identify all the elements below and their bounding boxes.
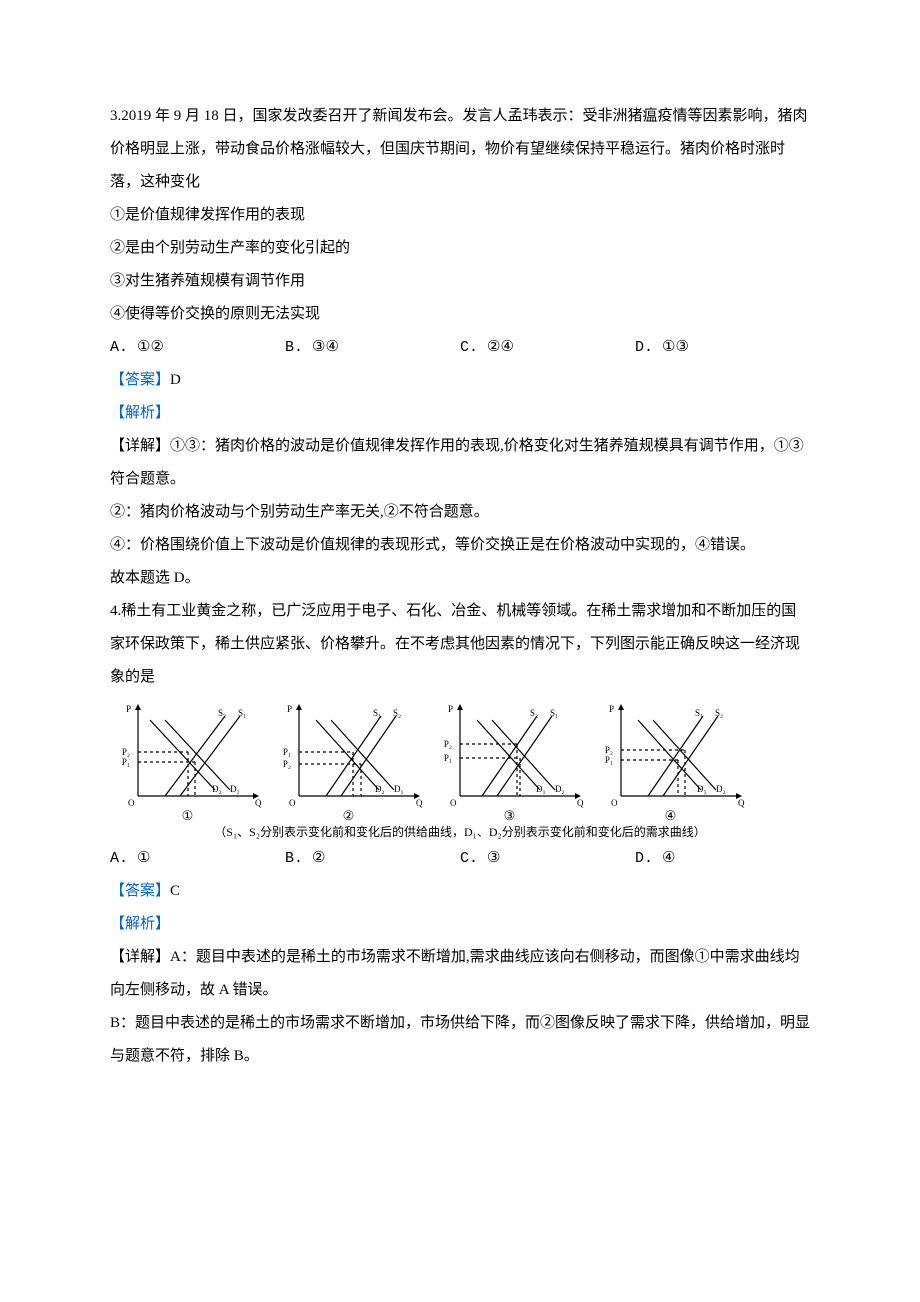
q4-chart-note: （S₁、S₂分别表示变化前和变化后的供给曲线，D₁、D₂分别表示变化前和变化后的… [110,824,810,841]
svg-text:Q: Q [255,798,262,808]
svg-text:P: P [126,704,131,714]
svg-text:S₁: S₁ [373,708,381,718]
q3-opt-c[interactable]: C. ②④ [460,331,635,364]
q3-detail-4: 故本题选 D。 [110,562,810,595]
q3-statement-2: ②是由个别劳动生产率的变化引起的 [110,232,810,265]
q3-opt-b[interactable]: B. ③④ [285,331,460,364]
q4-opt-b[interactable]: B. ② [285,842,460,875]
answer-label: 【答案】 [110,883,170,899]
q4-charts-row: PQOP₁P₂S₂S₁D₂D₁①PQOP₁P₂S₁S₂D₂D₁②PQOP₂P₁S… [110,698,810,824]
q4-opt-d[interactable]: D. ④ [635,842,810,875]
svg-text:P₂: P₂ [605,745,613,755]
svg-text:Q: Q [738,798,745,808]
svg-text:P₁: P₁ [444,753,452,763]
q4-detail-1: 【详解】A：题目中表述的是稀土的市场需求不断增加,需求曲线应该向右侧移动，而图像… [110,941,810,1007]
chart-id: ② [343,808,355,824]
svg-text:Q: Q [577,798,584,808]
q3-opt-a[interactable]: A. ①② [110,331,285,364]
q4-opt-c[interactable]: C. ③ [460,842,635,875]
svg-text:P₁: P₁ [283,747,291,757]
q4-chart-2: P Q O P₁ P₂ S₁ S₂ D₂ D₁ ② [271,698,426,824]
svg-text:D₂: D₂ [375,784,385,794]
q4-opt-a[interactable]: A. ① [110,842,285,875]
q3-statement-1: ①是价值规律发挥作用的表现 [110,199,810,232]
svg-text:D₂: D₂ [555,784,565,794]
svg-text:P: P [287,704,292,714]
answer-label: 【答案】 [110,372,170,388]
q3-analysis-label: 【解析】 [110,397,810,430]
svg-text:P₁: P₁ [605,755,613,765]
q4-chart-4: P Q O P₂P₁ S₁ S₂ D₁ D₂ ④ [593,698,748,824]
q4-chart-1: P Q O P₁P₂ S₂ S₁ D₂ D₁ ① [110,698,265,824]
svg-text:S₂: S₂ [393,708,401,718]
q3-stem: 3.2019 年 9 月 18 日，国家发改委召开了新闻发布会。发言人孟玮表示：… [110,100,810,199]
q4-answer: 【答案】C [110,875,810,908]
svg-text:P₂: P₂ [444,739,452,749]
svg-text:S₂: S₂ [218,708,226,718]
svg-text:D₁: D₁ [536,784,546,794]
q4-stem: 4.稀土有工业黄金之称，已广泛应用于电子、石化、冶金、机械等领域。在稀土需求增加… [110,595,810,694]
svg-text:Q: Q [416,798,423,808]
svg-text:O: O [289,798,296,808]
svg-text:D₁: D₁ [697,784,707,794]
svg-text:S₁: S₁ [695,708,703,718]
q3-detail-2: ②：猪肉价格波动与个别劳动生产率无关,②不符合题意。 [110,496,810,529]
svg-text:P: P [609,704,614,714]
svg-text:S₁: S₁ [550,708,558,718]
q3-statement-4: ④使得等价交换的原则无法实现 [110,298,810,331]
svg-text:D₁: D₁ [394,784,404,794]
q3-detail-3: ④：价格围绕价值上下波动是价值规律的表现形式，等价交换正是在价格波动中实现的，④… [110,529,810,562]
svg-text:O: O [450,798,457,808]
svg-text:P₂: P₂ [122,747,130,757]
chart-id: ① [182,808,194,824]
q4-chart-3: P Q O P₂ P₁ S₂ S₁ D₁ D₂ ③ [432,698,587,824]
svg-text:D₂: D₂ [212,784,222,794]
answer-value: C [170,883,180,899]
svg-text:P₂: P₂ [283,759,291,769]
svg-text:S₂: S₂ [530,708,538,718]
q4-analysis-label: 【解析】 [110,908,810,941]
svg-text:O: O [611,798,618,808]
chart-id: ④ [665,808,677,824]
answer-value: D [170,372,181,388]
chart-id: ③ [504,808,516,824]
q3-statement-3: ③对生猪养殖规模有调节作用 [110,265,810,298]
svg-text:P₁: P₁ [122,757,130,767]
q4-detail-2: B：题目中表述的是稀土的市场需求不断增加，市场供给下降，而②图像反映了需求下降，… [110,1007,810,1073]
svg-text:P: P [448,704,453,714]
svg-text:O: O [128,798,135,808]
q3-answer: 【答案】D [110,364,810,397]
q3-detail-1: 【详解】①③：猪肉价格的波动是价值规律发挥作用的表现,价格变化对生猪养殖规模具有… [110,430,810,496]
q3-opt-d[interactable]: D. ①③ [635,331,810,364]
q3-options: A. ①② B. ③④ C. ②④ D. ①③ [110,331,810,364]
svg-text:S₁: S₁ [238,708,246,718]
q4-options: A. ① B. ② C. ③ D. ④ [110,842,810,875]
svg-text:D₁: D₁ [230,784,240,794]
svg-text:S₂: S₂ [715,708,723,718]
svg-text:D₂: D₂ [716,784,726,794]
